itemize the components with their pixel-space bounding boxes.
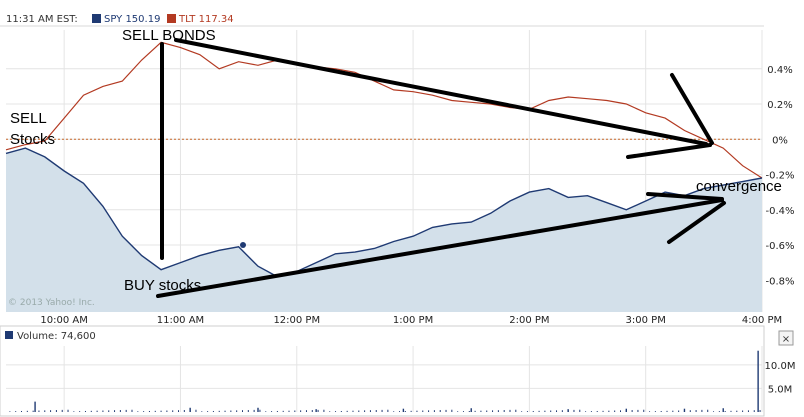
y-tick-label: 0.2%	[767, 100, 792, 111]
tlt-legend-swatch	[167, 14, 176, 23]
x-tick-label: 11:00 AM	[157, 315, 204, 326]
tlt-arrowhead-upper	[670, 73, 714, 145]
x-tick-label: 2:00 PM	[509, 315, 549, 326]
y-tick-label: -0.4%	[765, 206, 794, 217]
x-tick-label: 12:00 PM	[273, 315, 320, 326]
spy-marker[interactable]	[240, 242, 246, 248]
volume-grid	[6, 346, 763, 412]
y-tick-label: 0%	[772, 135, 788, 146]
spy-arrowhead-lower	[667, 201, 726, 244]
x-tick-label: 4:00 PM	[742, 315, 782, 326]
y-tick-label: -0.8%	[765, 276, 794, 287]
spy-legend-swatch	[92, 14, 101, 23]
spy-trend-arrow	[156, 198, 724, 298]
spy-area	[6, 148, 762, 312]
buy-stocks-annotation: BUY stocks	[124, 277, 201, 294]
y-tick-label: -0.2%	[765, 171, 794, 182]
y-tick-label: 0.4%	[767, 65, 792, 76]
stocks-annotation: Stocks	[10, 131, 55, 148]
x-tick-label: 10:00 AM	[40, 315, 87, 326]
spy-arrowhead-upper	[646, 192, 724, 201]
time-label: 11:31 AM EST:	[6, 14, 78, 25]
volume-legend-swatch	[5, 331, 13, 339]
volume-y-ticks: 10.0M 5.0M	[765, 361, 796, 396]
tlt-arrowhead-lower	[626, 143, 712, 159]
sell-annotation: SELL	[10, 110, 47, 127]
spy-series-line	[5, 147, 763, 278]
x-axis-ticks: 10:00 AM 11:00 AM 12:00 PM 1:00 PM 2:00 PM 3:…	[40, 315, 782, 326]
volume-panel	[0, 325, 765, 417]
volume-y-tick-label: 5.0M	[768, 384, 793, 395]
y-tick-label: -0.6%	[765, 241, 794, 252]
annotation-arrows	[156, 38, 726, 298]
volume-y-tick-label: 10.0M	[765, 361, 796, 372]
volume-bars	[9, 350, 761, 412]
close-icon: ×	[782, 334, 790, 345]
x-tick-label: 1:00 PM	[393, 315, 433, 326]
copyright: © 2013 Yahoo! Inc.	[8, 298, 95, 308]
sell-bonds-annotation: SELL BONDS	[122, 27, 216, 44]
tlt-trend-arrow	[174, 38, 708, 146]
volume-label: Volume: 74,600	[17, 331, 96, 342]
y-axis-ticks: 0.4% 0.2% 0% -0.2% -0.4% -0.6% -0.8%	[765, 65, 794, 287]
tlt-series-line	[5, 41, 763, 179]
collapse-volume-button[interactable]	[778, 330, 794, 346]
tlt-legend-label: TLT 117.34	[178, 14, 234, 25]
x-tick-label: 3:00 PM	[626, 315, 666, 326]
convergence-annotation: convergence	[696, 178, 782, 195]
spy-legend-label: SPY 150.19	[104, 14, 160, 25]
